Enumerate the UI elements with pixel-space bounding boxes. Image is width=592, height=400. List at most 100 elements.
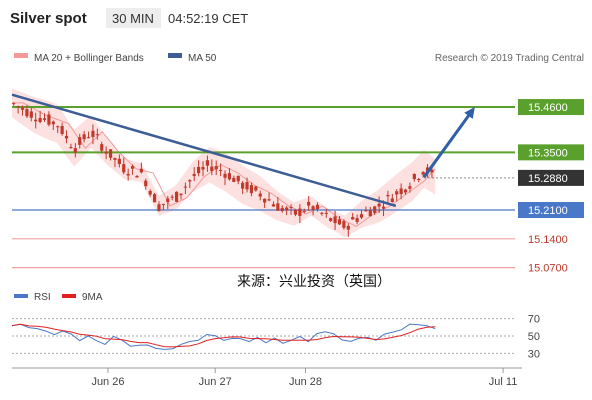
level-label-15-4600: 15.4600 bbox=[528, 102, 568, 114]
level-label-15-1400: 15.1400 bbox=[528, 234, 568, 246]
rsi-level-label-70: 70 bbox=[528, 314, 540, 326]
candle-body bbox=[86, 137, 91, 139]
candle-body bbox=[399, 188, 403, 195]
rsi-legend-swatch bbox=[14, 294, 28, 298]
candle-body bbox=[174, 191, 179, 202]
candle-body bbox=[166, 198, 170, 203]
candle-body bbox=[16, 106, 20, 108]
candle-body bbox=[170, 196, 174, 198]
candle-body bbox=[381, 206, 386, 209]
candle-body bbox=[148, 190, 152, 195]
legend-label-ma50: MA 50 bbox=[188, 53, 217, 64]
candle-body bbox=[161, 203, 165, 205]
candle-body bbox=[285, 207, 289, 211]
candle-body bbox=[276, 203, 280, 211]
candle-body bbox=[12, 103, 16, 105]
candle-body bbox=[144, 180, 148, 187]
candle-body bbox=[219, 170, 223, 172]
candle-body bbox=[60, 126, 64, 135]
candle-body bbox=[333, 216, 337, 224]
candle-body bbox=[368, 210, 372, 217]
chart-title: Silver spot bbox=[10, 10, 87, 27]
timestamp-label: 04:52:19 CET bbox=[168, 11, 248, 26]
candle-body bbox=[197, 166, 201, 174]
candle-body bbox=[157, 204, 161, 211]
candle-body bbox=[267, 199, 271, 201]
candle-body bbox=[214, 166, 218, 170]
rsi-panel: 70 50 30 bbox=[11, 314, 540, 360]
candle-body bbox=[100, 144, 104, 151]
downtrend-line bbox=[11, 93, 397, 208]
rsi-level-label-50: 50 bbox=[528, 331, 540, 343]
rsi-ma-legend-label: 9MA bbox=[82, 292, 103, 303]
candle-body bbox=[412, 173, 416, 180]
x-tick-label: Jun 26 bbox=[91, 376, 124, 388]
candle-body bbox=[245, 182, 249, 190]
candle-body bbox=[351, 216, 355, 220]
candle-body bbox=[20, 107, 25, 110]
candle-body bbox=[188, 180, 192, 182]
x-tick-label: Jun 27 bbox=[199, 376, 232, 388]
candle-body bbox=[329, 218, 333, 221]
legend-label-bollinger: MA 20 + Bollinger Bands bbox=[34, 53, 144, 64]
candle-body bbox=[417, 179, 421, 181]
candle-body bbox=[42, 118, 47, 120]
candle-body bbox=[307, 201, 311, 206]
candle-body bbox=[205, 160, 210, 166]
candle-body bbox=[232, 177, 236, 182]
candle-body bbox=[298, 208, 302, 216]
candle-body bbox=[430, 169, 434, 173]
candle-body bbox=[108, 149, 113, 158]
level-tag-15-3500 bbox=[518, 144, 584, 161]
rsi-level-label-30: 30 bbox=[528, 348, 540, 360]
candles bbox=[12, 102, 434, 237]
candle-body bbox=[69, 147, 73, 149]
candle-body bbox=[337, 219, 342, 225]
candle-body bbox=[289, 207, 293, 209]
candle-body bbox=[241, 182, 245, 189]
candle-body bbox=[254, 186, 258, 191]
candle-body bbox=[227, 173, 232, 180]
level-tags: 15.4600 15.3500 15.2880 15.2100 15.1400 15.07… bbox=[518, 99, 584, 275]
candle-body bbox=[117, 158, 121, 164]
candle-body bbox=[390, 198, 394, 203]
candle-body bbox=[315, 204, 320, 210]
candle-body bbox=[192, 173, 196, 176]
candle-body bbox=[324, 212, 328, 214]
candle-body bbox=[210, 166, 214, 172]
candle-body bbox=[104, 151, 108, 154]
rsi-ma-line bbox=[11, 323, 436, 348]
rsi-ma-legend-swatch bbox=[62, 294, 76, 298]
candle-body bbox=[38, 118, 42, 122]
candle-body bbox=[263, 198, 267, 203]
rsi-legend-label: RSI bbox=[34, 292, 51, 303]
candle-body bbox=[320, 212, 324, 214]
candle-body bbox=[82, 134, 86, 140]
candle-body bbox=[403, 189, 408, 193]
candle-body bbox=[346, 225, 350, 230]
level-tag-15-4600 bbox=[518, 99, 584, 116]
level-tag-15-2880 bbox=[518, 169, 584, 186]
candle-body bbox=[271, 204, 276, 207]
candle-body bbox=[95, 134, 99, 136]
candle-body bbox=[408, 186, 412, 189]
copyright-text: Research © 2019 Trading Central bbox=[435, 53, 584, 64]
candle-body bbox=[113, 158, 117, 160]
candle-body bbox=[364, 210, 368, 212]
bollinger-band-fill bbox=[12, 88, 436, 238]
candle-body bbox=[78, 137, 82, 145]
candle-body bbox=[223, 173, 227, 178]
x-tick-label: Jul 11 bbox=[489, 376, 518, 388]
candle-body bbox=[201, 166, 205, 170]
candle-body bbox=[377, 203, 381, 207]
candle-body bbox=[386, 194, 390, 197]
candle-body bbox=[183, 186, 187, 188]
candle-body bbox=[139, 168, 143, 173]
candle-body bbox=[249, 185, 254, 194]
level-label-15-2880: 15.2880 bbox=[528, 173, 568, 185]
candle-body bbox=[130, 166, 135, 169]
level-label-15-0700: 15.0700 bbox=[528, 263, 568, 275]
candle-body bbox=[355, 218, 359, 222]
candle-body bbox=[293, 209, 298, 215]
